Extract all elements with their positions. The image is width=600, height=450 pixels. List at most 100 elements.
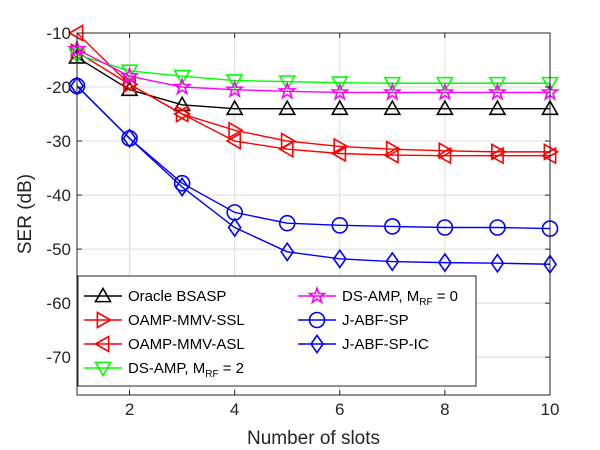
data-point-circle <box>436 219 454 236</box>
legend-marker-triangle-down <box>94 361 112 378</box>
series-oamp-mmv-asl <box>67 24 557 165</box>
y-tick-label: -60 <box>46 294 71 313</box>
legend-marker-diamond <box>310 333 324 355</box>
data-point-triangle-left <box>488 146 504 165</box>
data-point-triangle-right <box>438 141 455 160</box>
legend-marker-star <box>307 285 327 305</box>
data-point-circle <box>331 217 349 234</box>
data-point-diamond <box>280 241 295 262</box>
series-line <box>76 85 551 230</box>
data-point-star <box>382 82 403 101</box>
data-point-star <box>435 82 455 101</box>
data-point-diamond <box>175 176 190 198</box>
x-axis-label: Number of slots <box>247 428 380 449</box>
y-tick-label: -70 <box>46 348 71 367</box>
data-point-triangle-up <box>120 80 139 97</box>
y-tick-label: -10 <box>46 24 71 43</box>
y-tick-label: -30 <box>46 132 71 151</box>
data-point-triangle-down <box>436 76 454 93</box>
series-oamp-mmv-ssl <box>70 43 560 161</box>
data-point-triangle-down <box>173 69 191 86</box>
legend-entry: DS-AMP, MRF = 2 <box>84 360 244 380</box>
data-point-triangle-left <box>435 146 452 165</box>
data-point-triangle-left <box>225 132 242 150</box>
data-point-star <box>277 81 298 100</box>
data-point-triangle-up <box>436 99 454 116</box>
data-point-diamond <box>227 217 242 238</box>
axis-ticks: 2 4 6 8 10 -10 -20 -30 -40 -50 -60 -70 <box>46 24 559 419</box>
legend-label: OAMP-MMV-SSL <box>128 312 245 329</box>
data-point-triangle-left <box>278 140 294 159</box>
y-axis-label: SER (dB) <box>15 174 36 254</box>
series-line <box>76 56 550 110</box>
data-point-diamond <box>385 251 400 272</box>
series-line <box>76 51 550 153</box>
y-tick-label: -40 <box>46 186 71 205</box>
data-point-triangle-down <box>330 76 349 92</box>
data-point-circle <box>384 218 401 235</box>
legend-entry: J-ABF-SP <box>298 311 409 329</box>
legend-label: J-ABF-SP <box>342 312 409 329</box>
data-point-star <box>329 82 350 101</box>
data-point-triangle-right <box>385 140 402 159</box>
legend-entry: Oracle BSASP <box>84 286 226 305</box>
data-point-triangle-left <box>383 146 399 164</box>
data-point-circle <box>173 174 191 192</box>
data-point-triangle-right <box>333 137 349 156</box>
legend-marker-triangle-left <box>93 335 110 353</box>
data-point-star <box>224 79 245 99</box>
data-point-triangle-down <box>278 75 297 91</box>
series-line <box>76 85 551 265</box>
data-point-triangle-down <box>488 76 507 93</box>
plot-frame <box>76 32 551 396</box>
legend-marker-triangle-right <box>96 311 113 329</box>
data-point-star <box>172 76 192 96</box>
legend-entry: DS-AMP, MRF = 0 <box>298 285 458 308</box>
data-point-circle <box>489 219 506 236</box>
data-point-triangle-left <box>172 105 189 123</box>
data-point-triangle-right <box>228 121 244 140</box>
data-point-star <box>119 65 140 85</box>
series-ds-amp-m-rf-0 <box>67 38 560 101</box>
legend-entry: OAMP-MMV-ASL <box>84 335 245 353</box>
series-j-abf-sp <box>68 77 559 237</box>
data-point-diamond <box>122 128 137 149</box>
legend-label: J-ABF-SP-IC <box>342 336 429 353</box>
legend-label: DS-AMP, MRF = 0 <box>342 288 458 308</box>
legend-label: OAMP-MMV-ASL <box>128 336 245 353</box>
data-point-triangle-up <box>225 99 244 116</box>
legend-entry: OAMP-MMV-SSL <box>84 311 245 329</box>
legend-label: Oracle BSASP <box>128 288 226 305</box>
x-tick-label: 2 <box>125 400 134 419</box>
legend-marker-circle <box>308 311 326 329</box>
data-point-diamond <box>490 253 505 274</box>
x-tick-label: 4 <box>230 400 239 419</box>
data-point-triangle-down <box>120 64 139 80</box>
legend-box <box>77 275 477 387</box>
data-point-circle <box>278 214 296 232</box>
data-point-triangle-up <box>383 99 402 116</box>
data-point-triangle-right <box>175 105 192 123</box>
legend-entry: J-ABF-SP-IC <box>298 333 429 355</box>
data-point-triangle-down <box>225 74 244 90</box>
data-point-triangle-right <box>543 142 560 161</box>
data-point-star <box>487 82 508 101</box>
series-line <box>76 48 550 94</box>
series-layer <box>67 24 560 275</box>
x-tick-label: 6 <box>335 400 344 419</box>
legend: Oracle BSASP DS-AMP, MRF = 0 OAMP-MMV-SSL J… <box>77 275 477 387</box>
legend-label: DS-AMP, MRF = 2 <box>128 360 244 380</box>
data-point-triangle-down <box>383 76 402 93</box>
x-tick-label: 10 <box>541 400 560 419</box>
series-line <box>76 53 550 84</box>
data-point-diamond <box>332 248 347 269</box>
data-point-triangle-left <box>330 144 347 163</box>
data-point-triangle-up <box>278 99 297 116</box>
y-tick-label: -20 <box>46 78 71 97</box>
data-point-triangle-up <box>330 99 349 116</box>
data-point-triangle-left <box>540 146 557 165</box>
legend-marker-triangle-up <box>94 286 112 303</box>
series-ds-amp-m-rf-2 <box>68 48 559 93</box>
data-point-diamond <box>437 252 452 273</box>
series-j-abf-sp-ic <box>70 75 557 275</box>
